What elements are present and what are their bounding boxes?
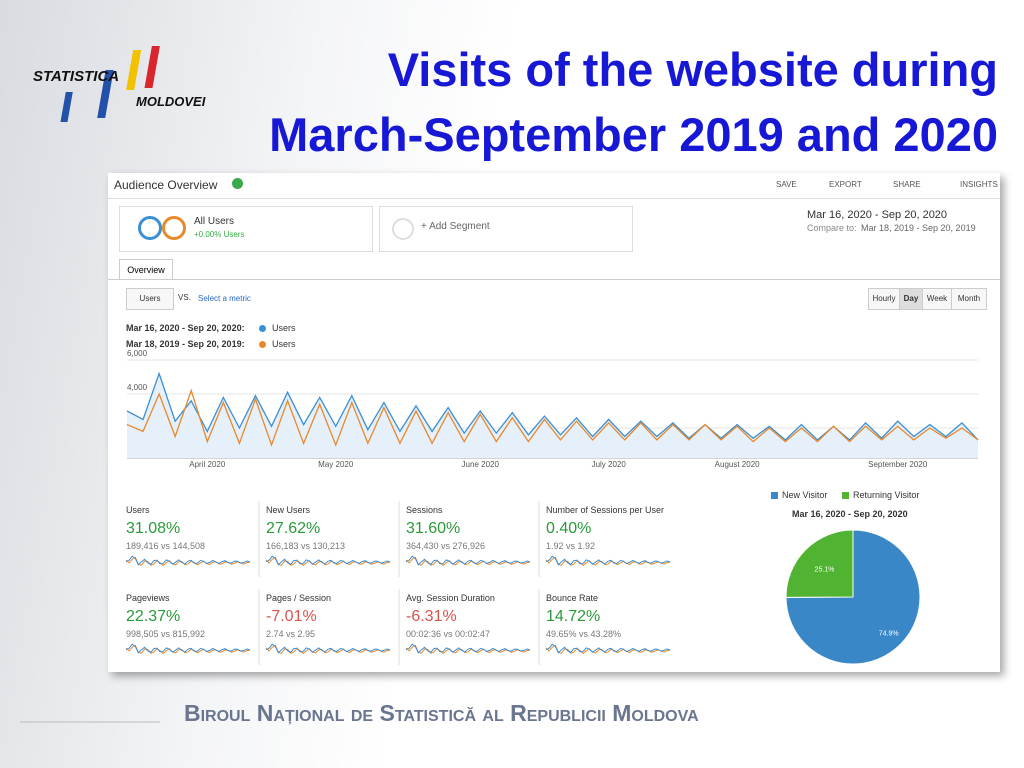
metric-name: Bounce Rate [546,593,599,603]
logo-bar [97,70,114,118]
x-tick-label: August 2020 [715,460,760,469]
select-metric[interactable]: Select a metric [198,294,251,303]
granularity-button[interactable]: Week [922,288,952,310]
legend-period: Mar 18, 2019 - Sep 20, 2019: [126,339,245,349]
action[interactable]: EXPORT [829,180,862,189]
legend-name: Users [272,339,296,349]
granularity-button[interactable]: Day [899,288,923,310]
metric-compare: 166,183 vs 130,213 [266,541,346,551]
verified-icon [232,178,243,189]
metric-value: 27.62% [266,520,321,537]
slide-title: Visits of the website during [387,43,998,96]
x-tick-label: April 2020 [189,460,226,469]
y-tick-label: 4,000 [127,383,148,392]
add-segment[interactable] [379,206,633,252]
date-range[interactable]: Mar 16, 2020 - Sep 20, 2020 [807,209,948,221]
sparkline [405,555,531,566]
legend-swatch [771,492,778,499]
pie-slice [785,529,921,665]
metric-value: 31.08% [126,520,181,537]
slide-title: March-September 2019 and 2020 [269,108,998,161]
slice-label: 74.9% [879,630,899,637]
metric-name: Pageviews [126,593,170,603]
x-tick-label: May 2020 [318,460,354,469]
legend-label: New Visitor [782,490,828,500]
line [126,388,979,447]
metric-name: New Users [266,505,311,515]
sparkline [125,643,251,654]
logo-text: STATISTICA [33,68,120,85]
tab[interactable]: Overview [119,259,173,280]
legend-dot [259,325,266,332]
metric-name: Number of Sessions per User [546,505,665,515]
logo-bar [144,46,160,88]
action[interactable]: SHARE [893,180,921,189]
metric-value: 14.72% [546,608,601,625]
metric-value: 0.40% [546,520,592,537]
segment-icon [392,218,414,240]
metric-compare: 00:02:36 vs 00:02:47 [406,629,491,639]
metric-value: 31.60% [406,520,461,537]
metric-value: -7.01% [266,608,317,625]
legend-swatch [842,492,849,499]
legend-dot [259,341,266,348]
metric-name: Pages / Session [266,593,332,603]
divider [108,198,1000,199]
segment-card[interactable] [119,206,373,252]
metric-compare: 2.74 vs 2.95 [266,629,316,639]
segment-change: +0.00% Users [194,230,245,239]
metric-value: 22.37% [126,608,181,625]
action[interactable]: SAVE [776,180,797,189]
compare-range: Mar 18, 2019 - Sep 20, 2019 [861,223,976,233]
metric-compare: 1.92 vs 1.92 [546,541,596,551]
legend-period: Mar 16, 2020 - Sep 20, 2020: [126,323,245,333]
vs: VS. [178,293,191,302]
legend-name: Users [272,323,296,333]
metric-name: Users [126,505,150,515]
slice-label: 25.1% [815,567,835,574]
pie-slice [785,529,854,598]
segment-icon [162,216,186,240]
y-tick-label: 6,000 [127,349,148,358]
metric-select[interactable]: Users [126,288,174,310]
sparkline [405,643,531,654]
divider [108,279,1000,280]
metric-compare: 189,416 vs 144,508 [126,541,206,551]
x-tick-label: July 2020 [592,460,627,469]
metric-compare: 49.65% vs 43.28% [546,629,622,639]
segment-name: All Users [194,216,235,227]
sparkline [265,555,391,566]
logo-text: MOLDOVEI [136,94,206,109]
granularity-button[interactable]: Month [951,288,987,310]
segment-icon [138,216,162,240]
heading: Audience Overview [114,178,218,192]
compare-label: Compare to: [807,223,857,233]
logo-bar [60,92,73,122]
metric-name: Avg. Session Duration [406,593,495,603]
metric-value: -6.31% [406,608,457,625]
x-tick-label: June 2020 [462,460,500,469]
sparkline [545,643,671,654]
footer: Biroul Național de Statistică al Republi… [184,700,699,726]
pie-title: Mar 16, 2020 - Sep 20, 2020 [792,509,908,519]
sparkline [125,555,251,566]
metric-compare: 364,430 vs 276,926 [406,541,486,551]
logo-bar [126,50,142,90]
area [127,373,978,458]
sparkline [545,555,671,566]
metric-compare: 998,505 vs 815,992 [126,629,206,639]
sparkline [265,643,391,654]
x-tick-label: September 2020 [868,460,928,469]
action[interactable]: INSIGHTS [960,180,998,189]
granularity-button[interactable]: Hourly [868,288,900,310]
legend-label: Returning Visitor [853,490,920,500]
metric-name: Sessions [406,505,443,515]
add-segment-label: + Add Segment [421,221,490,232]
